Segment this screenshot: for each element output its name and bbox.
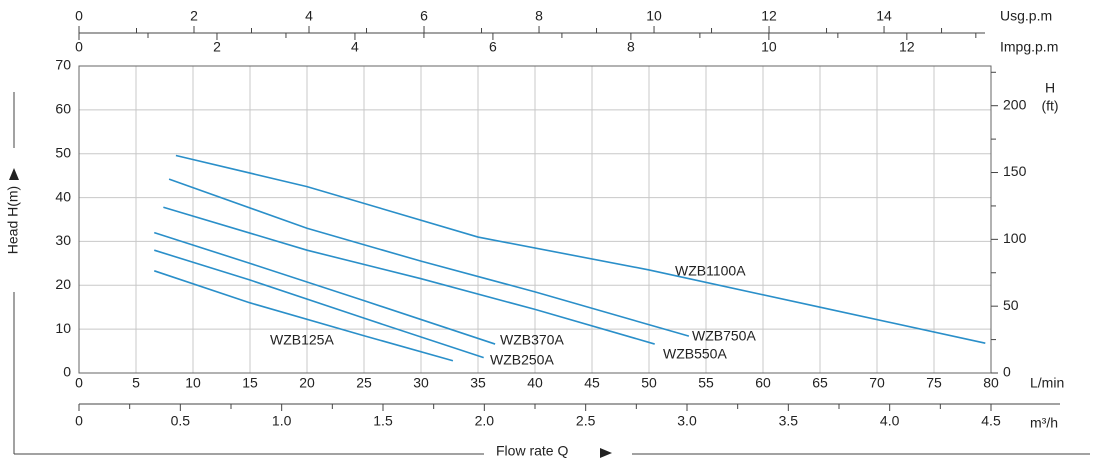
x-tick-label: 5 (132, 375, 140, 391)
bottom-tick-label: 2.0 (475, 413, 495, 429)
bottom-tick-label: 2.5 (576, 413, 596, 429)
x-tick-label: 20 (299, 375, 315, 391)
top-tick-label: 12 (899, 39, 915, 55)
top-tick-label: 10 (761, 39, 777, 55)
top-tick-label: 8 (627, 39, 635, 55)
y2-tick-label: 200 (1003, 96, 1027, 112)
curve (175, 154, 986, 344)
arrow (9, 168, 19, 180)
y2-tick-label: 0 (1003, 364, 1011, 380)
top-tick-label: 12 (761, 8, 777, 24)
series-label: WZB750A (692, 328, 756, 344)
y-tick-label: 50 (55, 144, 71, 160)
x-tick-label: 80 (983, 375, 999, 391)
y2-tick-label: 150 (1003, 163, 1027, 179)
y-tick-label: 30 (55, 232, 71, 248)
bottom-tick-label: 4.0 (880, 413, 900, 429)
plot-frame (78, 65, 992, 374)
top-axis-title: Usg.p.m (1000, 8, 1052, 24)
top-tick-label: 0 (75, 39, 83, 55)
y2-axis-title: (ft) (1041, 98, 1058, 114)
top-axis-title: Impg.p.m (1000, 39, 1058, 55)
x-tick-label: 75 (926, 375, 942, 391)
series-label: WZB370A (500, 332, 564, 348)
curve (154, 249, 484, 359)
x-tick-label: 60 (755, 375, 771, 391)
y-tick-label: 20 (55, 276, 71, 292)
x-tick-label: 10 (185, 375, 201, 391)
x-tick-label: 45 (584, 375, 600, 391)
top-tick-label: 4 (351, 39, 359, 55)
y-tick-label: 70 (55, 57, 71, 73)
top-tick-label: 8 (535, 8, 543, 24)
bottom-tick-label: 1.0 (272, 413, 292, 429)
x-tick-label: 35 (470, 375, 486, 391)
top-tick-label: 0 (75, 8, 83, 24)
arrow (600, 448, 612, 458)
y-tick-label: 60 (55, 101, 71, 117)
bottom-axis-title: m³/h (1030, 415, 1058, 431)
x-tick-label: 55 (698, 375, 714, 391)
x-tick-label: 50 (641, 375, 657, 391)
bottom-tick-label: 3.0 (677, 413, 697, 429)
top-tick-label: 2 (213, 39, 221, 55)
curve (153, 270, 454, 362)
curve (153, 231, 496, 345)
x-tick-label: 70 (869, 375, 885, 391)
x-tick-label: 40 (527, 375, 543, 391)
top-tick-label: 2 (190, 8, 198, 24)
y-tick-label: 40 (55, 188, 71, 204)
top-tick-label: 10 (646, 8, 662, 24)
x-axis-title: L/min (1030, 375, 1064, 391)
bottom-tick-label: 1.5 (373, 413, 393, 429)
bottom-tick-label: 0 (75, 413, 83, 429)
bottom-tick-label: 4.5 (981, 413, 1001, 429)
curve (168, 178, 690, 337)
top-tick-label: 6 (489, 39, 497, 55)
series-label: WZB125A (270, 332, 334, 348)
x-tick-label: 0 (75, 375, 83, 391)
flow-title: Flow rate Q (496, 443, 568, 459)
x-tick-label: 25 (356, 375, 372, 391)
y2-tick-label: 100 (1003, 230, 1027, 246)
series-label: WZB250A (490, 352, 554, 368)
x-tick-label: 15 (242, 375, 258, 391)
series-label: WZB550A (663, 346, 727, 362)
y-tick-label: 0 (63, 364, 71, 380)
y-tick-label: 10 (55, 320, 71, 336)
bottom-tick-label: 0.5 (171, 413, 191, 429)
curve (163, 206, 655, 345)
y2-tick-label: 50 (1003, 297, 1019, 313)
top-tick-label: 4 (305, 8, 313, 24)
x-tick-label: 65 (812, 375, 828, 391)
series-label: WZB1100A (675, 263, 746, 279)
bottom-tick-label: 3.5 (779, 413, 799, 429)
y2-axis-title: H (1045, 80, 1055, 96)
y-axis-title: Head H(m) (5, 186, 21, 254)
top-tick-label: 6 (420, 8, 428, 24)
top-tick-label: 14 (876, 8, 892, 24)
x-tick-label: 30 (413, 375, 429, 391)
